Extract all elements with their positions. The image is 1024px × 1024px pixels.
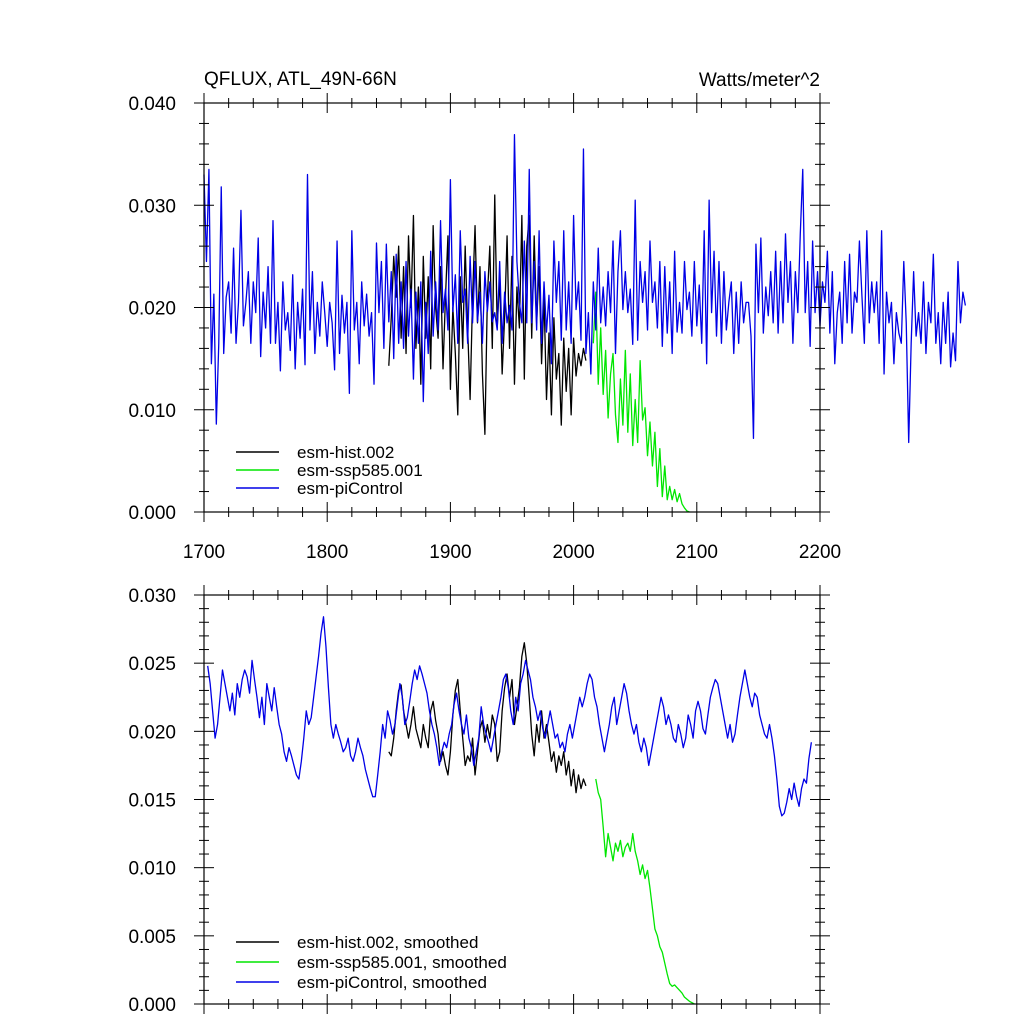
top-chart-title: QFLUX, ATL_49N-66N (204, 69, 397, 90)
bottom-series-esm-hist-002-smoothed (388, 642, 587, 794)
top-panel: QFLUX, ATL_49N-66N Watts/meter^2 0.0000.… (128, 69, 967, 563)
top-xtick-label: 2000 (552, 542, 594, 563)
bottom-ytick-label: 0.010 (128, 859, 176, 880)
top-series-esm-hist-002 (388, 194, 587, 435)
top-series-group (203, 134, 967, 513)
bottom-ytick-label: 0.025 (128, 654, 176, 675)
top-xtick-label: 1900 (429, 542, 471, 563)
bottom-series-esm-ssp585-001-smoothed (595, 778, 695, 1005)
top-xtick-label: 1800 (306, 542, 348, 563)
bottom-ytick-label: 0.005 (128, 927, 176, 948)
bottom-axes: 0.000 0.005 0.010 0.015 0.020 0.025 0.030 (128, 585, 830, 1016)
bottom-legend-label: esm-piControl, smoothed (297, 973, 487, 992)
bottom-legend-label: esm-hist.002, smoothed (297, 933, 478, 952)
top-xtick-label: 1700 (183, 542, 225, 563)
top-legend-label: esm-hist.002 (297, 443, 394, 462)
bottom-ytick-label: 0.015 (128, 791, 176, 812)
bottom-legend-label: esm-ssp585.001, smoothed (297, 953, 507, 972)
top-xtick-label: 2200 (799, 542, 841, 563)
top-xtick-label: 2100 (676, 542, 718, 563)
top-ytick-label: 0.010 (128, 401, 176, 422)
top-plot-frame (203, 102, 821, 513)
bottom-series-group (207, 616, 813, 1005)
bottom-series-esm-picontrol-smoothed (207, 616, 813, 817)
top-legend-label: esm-ssp585.001 (297, 461, 423, 480)
top-legend-label: esm-piControl (297, 479, 403, 498)
bottom-ytick-label: 0.000 (128, 995, 176, 1016)
top-ytick-label: 0.030 (128, 196, 176, 217)
top-ytick-label: 0.020 (128, 299, 176, 320)
bottom-ytick-label: 0.020 (128, 722, 176, 743)
bottom-plot-frame (203, 594, 821, 1005)
top-series-esm-ssp585-001 (592, 291, 690, 513)
bottom-ytick-label: 0.030 (128, 586, 176, 607)
bottom-panel: 0.000 0.005 0.010 0.015 0.020 0.025 0.030 esm-… (128, 585, 830, 1016)
top-ytick-label: 0.040 (128, 94, 176, 115)
top-series-esm-picontrol (203, 134, 967, 444)
top-chart-units-label: Watts/meter^2 (699, 70, 820, 91)
top-ytick-label: 0.000 (128, 503, 176, 524)
top-axes: 0.000 0.010 0.020 0.030 0.040 1700 1800 1900 200… (128, 93, 841, 563)
